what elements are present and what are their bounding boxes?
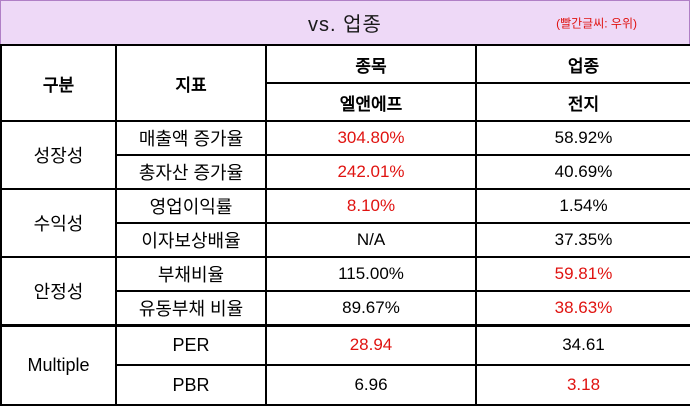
industry-value-cell: 1.54% — [475, 188, 690, 224]
stock-value-cell: 28.94 — [265, 323, 477, 366]
header-cell-industry-name: 전지 — [475, 82, 690, 122]
metric-cell: 유동부채 비율 — [115, 290, 267, 326]
table-row: 수익성 영업이익률 8.10% 1.54% — [0, 188, 690, 258]
metric-cell: PER — [115, 323, 267, 366]
page-title: vs. 업종 — [308, 14, 382, 36]
table-row: Multiple PER 28.94 34.61 — [0, 323, 690, 406]
table-row: PBR 6.96 3.18 — [1, 364, 690, 406]
stock-value-cell: 89.67% — [265, 290, 477, 326]
header-row-1: 구분 지표 종목 업종 — [0, 44, 690, 122]
group-label-cell: 안정성 — [0, 256, 117, 326]
metric-cell: PBR — [115, 364, 267, 406]
stock-value-cell: 115.00% — [265, 256, 477, 292]
metric-cell: 총자산 증가율 — [115, 154, 267, 190]
group-label-cell: Multiple — [0, 323, 117, 406]
metric-cell: 이자보상배율 — [115, 222, 267, 258]
group-label-cell: 수익성 — [0, 188, 117, 258]
industry-value-cell: 37.35% — [475, 222, 690, 258]
industry-value-cell: 40.69% — [475, 154, 690, 190]
metric-cell: 영업이익률 — [115, 188, 267, 224]
stock-value-cell: 8.10% — [265, 188, 477, 224]
header-cell-group: 구분 — [0, 44, 117, 122]
comparison-table: 구분 지표 종목 업종 엘앤에프 전지 성장성 매출액 증가율 304.80% … — [0, 44, 690, 406]
title-band: vs. 업종 (빨간글씨: 우위) — [0, 0, 690, 44]
header-cell-stock: 종목 — [265, 44, 477, 84]
industry-value-cell: 38.63% — [475, 290, 690, 326]
stock-value-cell: 304.80% — [265, 120, 477, 156]
table-row: 성장성 매출액 증가율 304.80% 58.92% — [0, 120, 690, 190]
stock-value-cell: N/A — [265, 222, 477, 258]
stock-value-cell: 6.96 — [265, 364, 477, 406]
header-cell-industry: 업종 — [475, 44, 690, 84]
table-row: 총자산 증가율 242.01% 40.69% — [1, 154, 690, 190]
table-row: 유동부채 비율 89.67% 38.63% — [1, 290, 690, 326]
table-row: 이자보상배율 N/A 37.35% — [1, 222, 690, 258]
table-row: 안정성 부채비율 115.00% 59.81% — [0, 256, 690, 326]
red-text-legend-note: (빨간글씨: 우위) — [556, 16, 637, 30]
industry-value-cell: 58.92% — [475, 120, 690, 156]
industry-value-cell: 3.18 — [475, 364, 690, 406]
industry-value-cell: 34.61 — [475, 323, 690, 366]
metric-cell: 매출액 증가율 — [115, 120, 267, 156]
industry-value-cell: 59.81% — [475, 256, 690, 292]
header-cell-stock-name: 엘앤에프 — [265, 82, 477, 122]
metric-cell: 부채비율 — [115, 256, 267, 292]
header-cell-metric: 지표 — [115, 44, 267, 122]
group-label-cell: 성장성 — [0, 120, 117, 190]
stock-value-cell: 242.01% — [265, 154, 477, 190]
